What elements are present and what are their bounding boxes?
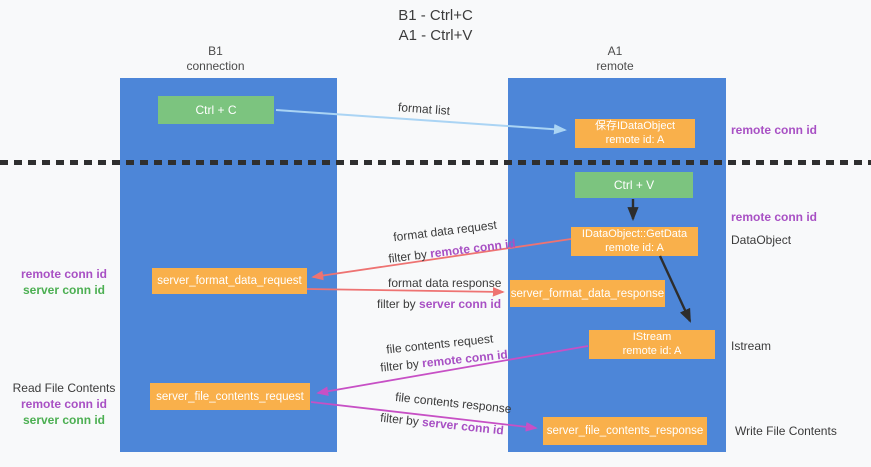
diagram-title-line1: B1 - Ctrl+C bbox=[398, 7, 473, 24]
node-ctrl-v: Ctrl + V bbox=[575, 172, 693, 198]
filter-by-server-conn-id-label-1: filter by server conn id bbox=[377, 297, 501, 311]
right-remote-conn-id-label-2: remote conn id bbox=[731, 210, 818, 224]
node-idataobject-getdata: IDataObject::GetData remote id: A bbox=[571, 227, 698, 256]
node-ctrl-v-label: Ctrl + V bbox=[613, 178, 655, 192]
column-header-b1: B1 connection bbox=[123, 44, 308, 74]
dataobject-label: DataObject bbox=[731, 233, 792, 247]
column-header-a1-name: A1 bbox=[607, 44, 623, 58]
diagram-title-line2: A1 - Ctrl+V bbox=[398, 27, 473, 44]
filter-by-text: filter by bbox=[379, 410, 423, 429]
filter-by-text: filter by bbox=[387, 246, 432, 266]
node-idataobject-getdata-line2: remote id: A bbox=[605, 241, 664, 254]
file-contents-response-label: file contents response bbox=[394, 389, 513, 417]
node-istream-line2: remote id: A bbox=[622, 344, 682, 357]
server-conn-id-text: server conn id bbox=[421, 414, 505, 438]
server-conn-id-text: server conn id bbox=[419, 297, 502, 311]
node-istream: IStream remote id: A bbox=[589, 330, 715, 359]
node-server-format-data-request: server_format_data_request bbox=[152, 268, 307, 294]
node-save-idataobject-line1: 保存IDataObject bbox=[594, 120, 676, 132]
node-istream-line1: IStream bbox=[632, 331, 672, 343]
right-remote-conn-id-label-1: remote conn id bbox=[731, 123, 818, 137]
left-server-conn-id-label-1: server conn id bbox=[22, 283, 106, 297]
node-ctrl-c: Ctrl + C bbox=[158, 96, 274, 124]
istream-label: Istream bbox=[731, 339, 772, 353]
left-remote-conn-id-label-1: remote conn id bbox=[20, 267, 107, 281]
node-save-idataobject: 保存IDataObject remote id: A bbox=[575, 119, 695, 148]
remote-conn-id-text: remote conn id bbox=[429, 236, 517, 261]
filter-by-text: filter by bbox=[379, 356, 423, 375]
read-file-contents-label: Read File Contents bbox=[12, 381, 116, 395]
node-idataobject-getdata-line1: IDataObject::GetData bbox=[581, 228, 688, 240]
column-header-b1-subtitle: connection bbox=[186, 59, 245, 73]
column-header-a1: A1 remote bbox=[515, 44, 715, 74]
filter-by-text: filter by bbox=[377, 297, 420, 311]
node-server-format-data-response-label: server_format_data_response bbox=[510, 287, 665, 300]
node-server-file-contents-response-label: server_file_contents_response bbox=[546, 425, 704, 437]
node-server-file-contents-request-label: server_file_contents_request bbox=[156, 390, 304, 403]
format-data-response-label: format data response bbox=[388, 276, 502, 290]
left-conn-id-labels-upper: remote conn id server conn id bbox=[8, 266, 120, 298]
diagram-title: B1 - Ctrl+C A1 - Ctrl+V bbox=[0, 6, 871, 46]
node-server-format-data-response: server_format_data_response bbox=[510, 280, 665, 307]
node-server-format-data-request-label: server_format_data_request bbox=[157, 275, 302, 287]
column-header-a1-subtitle: remote bbox=[596, 59, 634, 73]
column-header-b1-name: B1 bbox=[208, 44, 223, 58]
filter-by-server-conn-id-label-2: filter by server conn id bbox=[380, 411, 505, 438]
write-file-contents-label: Write File Contents bbox=[735, 424, 837, 438]
left-remote-conn-id-label-2: remote conn id bbox=[20, 397, 107, 411]
node-server-file-contents-response: server_file_contents_response bbox=[543, 417, 707, 445]
node-server-file-contents-request: server_file_contents_request bbox=[150, 383, 310, 410]
node-save-idataobject-line2: remote id: A bbox=[605, 133, 665, 146]
format-list-label: format list bbox=[397, 100, 451, 118]
left-labels-lower: Read File Contents remote conn id server… bbox=[8, 380, 120, 428]
node-ctrl-c-label: Ctrl + C bbox=[195, 103, 237, 117]
left-server-conn-id-label-2: server conn id bbox=[22, 413, 106, 427]
separator-dashed-line bbox=[0, 160, 871, 165]
